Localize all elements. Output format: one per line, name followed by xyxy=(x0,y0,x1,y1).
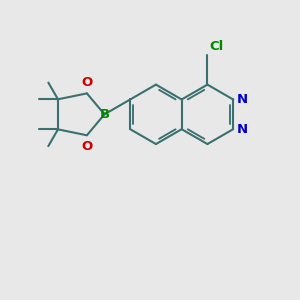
Text: N: N xyxy=(237,93,248,106)
Text: B: B xyxy=(99,108,110,121)
Text: O: O xyxy=(81,140,92,153)
Text: Cl: Cl xyxy=(209,40,223,53)
Text: N: N xyxy=(237,123,248,136)
Text: O: O xyxy=(81,76,92,89)
